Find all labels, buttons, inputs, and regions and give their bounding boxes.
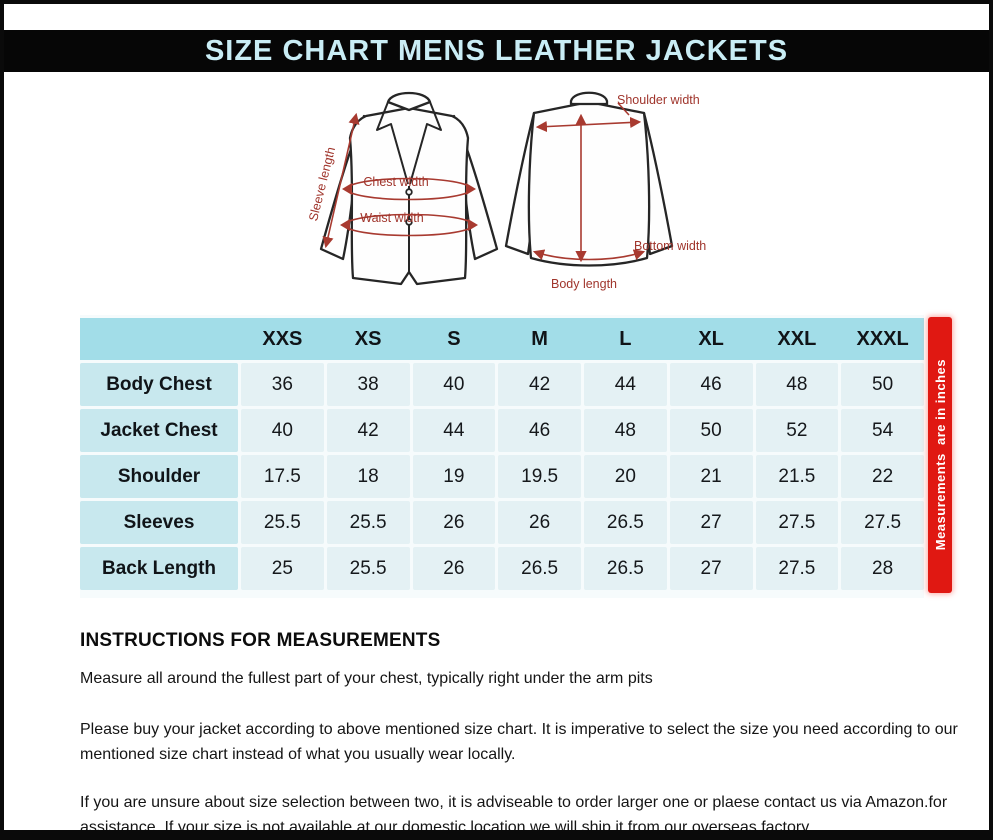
size-table-body: Body Chest 36 38 40 42 44 46 48 50 Jacket Chest 40…	[80, 363, 924, 590]
size-value-cell: 28	[841, 547, 924, 590]
front-button-bottom	[405, 218, 413, 226]
measurement-row-label: Body Chest	[80, 363, 238, 406]
size-value-cell: 40	[241, 409, 324, 452]
size-value-cell: 38	[326, 363, 410, 406]
size-column-header: L	[619, 327, 632, 350]
back-jacket-body	[527, 100, 651, 267]
front-lapels	[376, 101, 442, 272]
size-value-cell: 44	[584, 363, 667, 406]
page-title: SIZE CHART MENS LEATHER JACKETS	[204, 34, 789, 67]
size-value-cell: 26	[498, 501, 581, 544]
jacket-measurement-diagram: Chest width Waist width Sleeve length Sh…	[306, 91, 706, 291]
units-note-bar: Measurements are in inches	[928, 317, 952, 593]
size-value-cell: 27.5	[755, 547, 839, 590]
bottom-width-label: Bottom width	[634, 239, 706, 253]
size-value-cell: 26.5	[584, 501, 667, 544]
size-value-cell: 21	[669, 455, 753, 498]
size-value-cell: 42	[326, 409, 410, 452]
size-value-cell: 46	[669, 363, 753, 406]
front-button-top	[405, 188, 413, 196]
size-value-cell: 40	[412, 363, 496, 406]
size-value-cell: 27	[669, 501, 753, 544]
size-value-cell: 19.5	[498, 455, 581, 498]
size-column-header: M	[531, 327, 548, 350]
measurement-diagrams: Chest width Waist width Sleeve length Sh…	[4, 86, 989, 314]
size-value-cell: 48	[584, 409, 667, 452]
size-column-header: XXL	[777, 327, 817, 350]
size-value-cell: 17.5	[241, 455, 324, 498]
title-bar: SIZE CHART MENS LEATHER JACKETS	[4, 30, 989, 72]
sleeve-length-arrow	[322, 112, 360, 249]
shoulder-width-arrow	[535, 116, 642, 133]
waist-width-label: Waist width	[360, 211, 423, 225]
size-value-cell: 50	[841, 363, 924, 406]
waist-arrow-right	[468, 219, 478, 231]
measurement-row-label: Jacket Chest	[80, 409, 238, 452]
size-value-cell: 36	[241, 363, 324, 406]
size-value-cell: 26.5	[584, 547, 667, 590]
chest-width-label: Chest width	[363, 175, 428, 189]
size-value-cell: 44	[412, 409, 496, 452]
size-column-header: S	[447, 327, 461, 350]
size-value-cell: 26.5	[498, 547, 581, 590]
size-column-header: XL	[698, 327, 724, 350]
size-value-cell: 52	[755, 409, 839, 452]
size-value-cell: 46	[498, 409, 581, 452]
instruction-paragraph: Please buy your jacket according to abov…	[80, 720, 958, 763]
size-value-cell: 26	[412, 501, 496, 544]
size-value-cell: 22	[841, 455, 924, 498]
size-column-header: XS	[354, 327, 382, 350]
instructions-section: INSTRUCTIONS FOR MEASUREMENTS Measure al…	[80, 630, 966, 837]
size-value-cell: 21.5	[755, 455, 839, 498]
measurement-row-label: Shoulder	[80, 455, 238, 498]
instructions-heading: INSTRUCTIONS FOR MEASUREMENTS	[80, 630, 441, 651]
units-note-text: Measurements are in inches	[932, 359, 948, 551]
front-collar	[386, 91, 432, 112]
measurement-row-label: Sleeves	[80, 501, 238, 544]
body-length-label: Body length	[551, 277, 617, 291]
size-header-row: XXS XS S M L XL XXL XXXL	[80, 318, 924, 360]
front-jacket-figure: Chest width Waist width Sleeve length	[306, 91, 499, 286]
size-value-cell: 18	[326, 455, 410, 498]
back-collar	[569, 91, 609, 106]
bottom-width-arrow	[532, 249, 646, 261]
size-value-cell: 27.5	[755, 501, 839, 544]
back-jacket-figure: Shoulder width Bottom width Body length	[504, 91, 706, 291]
size-value-cell: 25.5	[326, 501, 410, 544]
size-value-cell: 20	[584, 455, 667, 498]
size-value-cell: 25	[241, 547, 324, 590]
size-value-cell: 26	[412, 547, 496, 590]
size-value-cell: 25.5	[241, 501, 324, 544]
size-value-cell: 54	[841, 409, 924, 452]
size-value-cell: 42	[498, 363, 581, 406]
instruction-paragraph: Measure all around the fullest part of y…	[80, 670, 653, 687]
shoulder-width-label: Shoulder width	[617, 93, 700, 107]
size-value-cell: 48	[755, 363, 839, 406]
size-value-cell: 27	[669, 547, 753, 590]
size-column-header: XXS	[262, 327, 303, 350]
size-value-cell: 25.5	[326, 547, 410, 590]
shoulder-label-leader-line	[617, 102, 630, 116]
size-value-cell: 19	[412, 455, 496, 498]
size-chart-table: XXS XS S M L XL XXL XXXL Body Chest 36 38 40 42 44 46…	[80, 315, 952, 598]
instruction-paragraph: If you are unsure about size selection b…	[80, 794, 948, 837]
size-value-cell: 27.5	[841, 501, 924, 544]
size-value-cell: 50	[669, 409, 753, 452]
measurement-row-label: Back Length	[80, 547, 238, 590]
chest-arrow-right	[466, 183, 476, 195]
size-column-header: XXXL	[856, 327, 909, 350]
